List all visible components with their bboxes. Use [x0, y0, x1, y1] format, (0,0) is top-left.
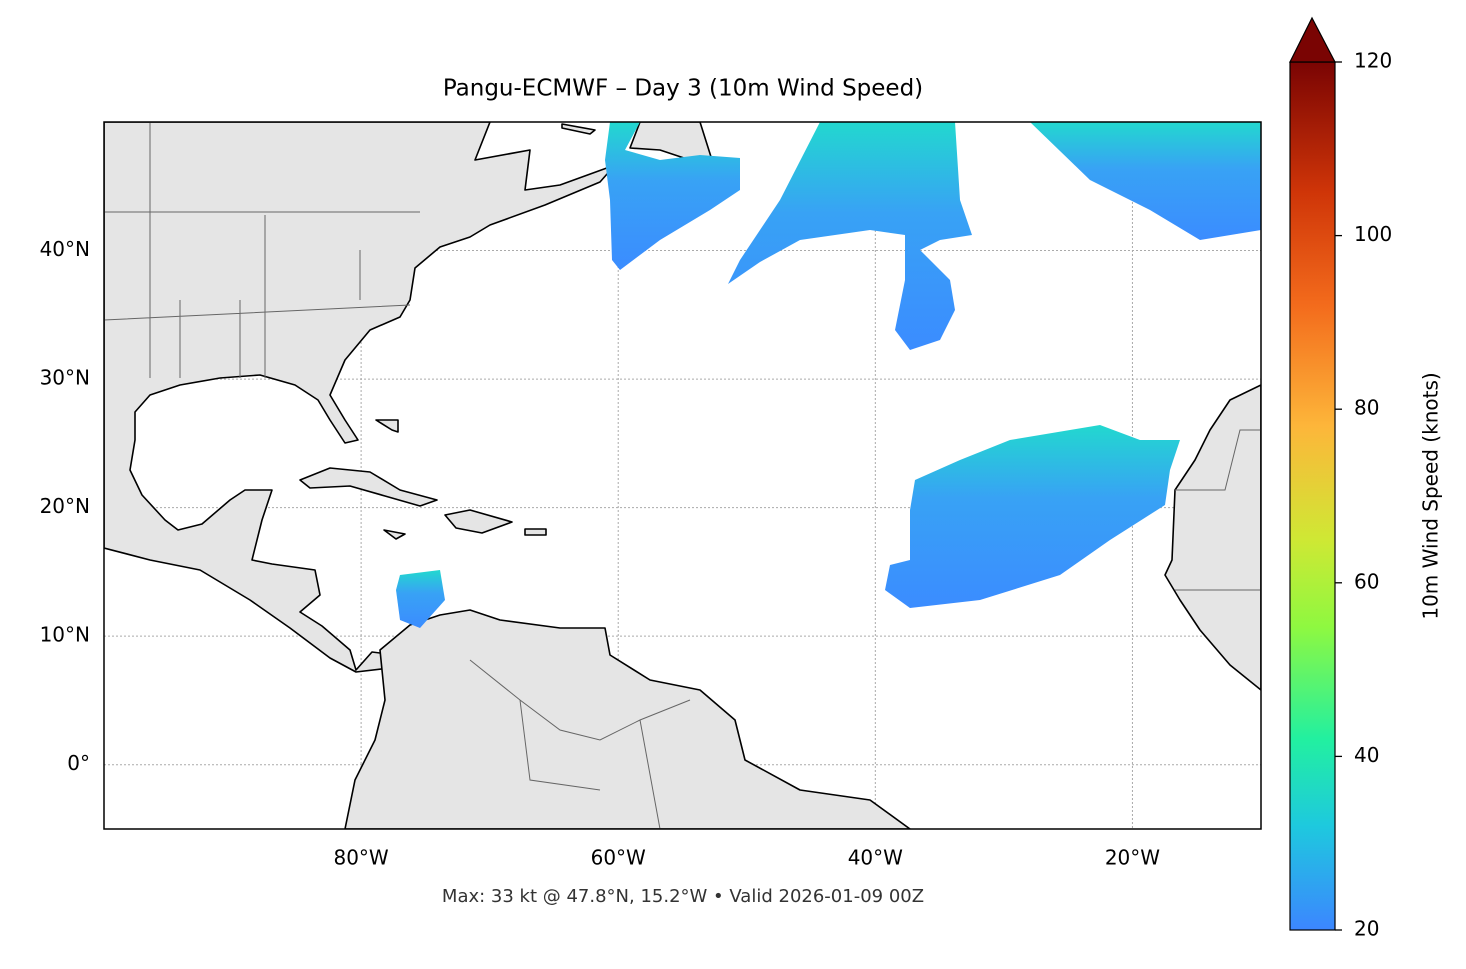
africa — [1164, 384, 1261, 691]
colorbar-tick-label: 60 — [1354, 569, 1379, 593]
north-america — [104, 122, 616, 673]
y-tick-label: 40°N — [40, 237, 90, 261]
colorbar-tick-label: 80 — [1354, 396, 1379, 420]
colorbar-ticks: 20 40 60 80 100 120 — [1335, 49, 1392, 941]
cuba — [299, 467, 438, 507]
colorbar-tick-label: 40 — [1354, 743, 1379, 767]
colorbar-label: 10m Wind Speed (knots) — [1419, 372, 1443, 619]
map — [104, 122, 1261, 829]
x-tick-label: 80°W — [333, 846, 388, 870]
y-tick-label: 20°N — [40, 494, 90, 518]
hispaniola — [444, 509, 513, 534]
colorbar-tick-label: 120 — [1354, 49, 1392, 73]
colorbar-tick-label: 100 — [1354, 222, 1392, 246]
borders — [104, 122, 1261, 829]
puerto-rico — [524, 528, 547, 536]
y-tick-label: 10°N — [40, 623, 90, 647]
y-tick-label: 30°N — [40, 366, 90, 390]
wind-area — [605, 122, 740, 270]
footer: Max: 33 kt @ 47.8°N, 15.2°W • Valid 2026… — [442, 886, 924, 907]
jamaica — [383, 529, 406, 540]
x-tick-label: 40°W — [848, 846, 903, 870]
y-tick-label: 0° — [67, 751, 90, 775]
chart-title: Pangu-ECMWF – Day 3 (10m Wind Speed) — [443, 76, 923, 102]
anticosti — [561, 123, 596, 135]
colorbar-extend — [1289, 16, 1336, 63]
newfoundland — [629, 122, 713, 161]
colorbar-tick-label: 20 — [1354, 917, 1379, 941]
x-tick-label: 60°W — [591, 846, 646, 870]
plot-frame — [103, 121, 1262, 830]
colorbar — [1289, 61, 1336, 931]
south-america — [344, 609, 911, 829]
wind-area — [396, 570, 445, 628]
wind-area — [1030, 122, 1261, 240]
wind-area — [885, 425, 1180, 608]
x-tick-label: 20°W — [1105, 846, 1160, 870]
bahamas — [375, 419, 399, 433]
wind-area — [728, 122, 972, 350]
ticks: 80°W 60°W 40°W 20°W 0° 10°N 20°N 30°N 40°N — [40, 237, 1161, 869]
